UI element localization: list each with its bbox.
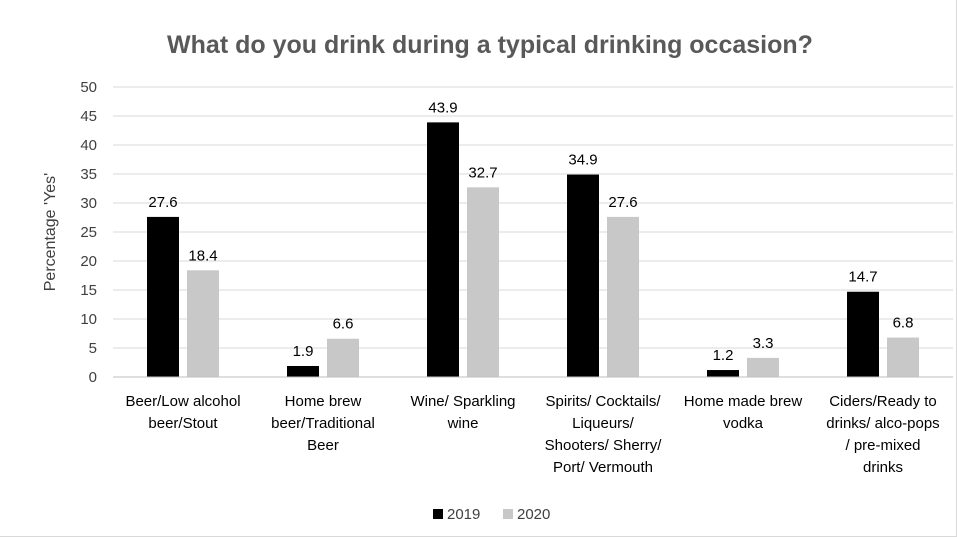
bar-2020 <box>747 357 779 377</box>
chart-title: What do you drink during a typical drink… <box>167 31 813 59</box>
legend-label: 2020 <box>517 506 550 523</box>
category-label: beer/Traditional <box>271 415 375 432</box>
data-labels: 27.6 1.9 43.9 34.9 1.2 14.7 18.4 6.6 32.7 27.6 3.3… <box>148 99 913 364</box>
category-label: Port/ Vermouth <box>553 459 653 476</box>
bar-2020 <box>607 216 639 377</box>
category-label: Ciders/Ready to <box>829 393 937 410</box>
y-tick-label: 15 <box>80 282 97 299</box>
legend-swatch-2019 <box>433 509 443 519</box>
data-label: 27.6 <box>148 194 177 211</box>
bar-2019 <box>287 365 319 377</box>
y-tick-label: 20 <box>80 253 97 270</box>
category-label: Wine/ Sparkling <box>410 393 515 410</box>
y-tick-label: 25 <box>80 224 97 241</box>
category-label: / pre-mixed <box>845 437 920 454</box>
bar-2019 <box>567 174 599 377</box>
y-tick-label: 45 <box>80 108 97 125</box>
data-label: 6.8 <box>893 315 914 332</box>
category-label: drinks/ alco-pops <box>826 415 939 432</box>
legend-swatch-2020 <box>503 509 513 519</box>
y-tick-label: 5 <box>89 340 97 357</box>
bar-2019 <box>707 370 739 377</box>
category-label: drinks <box>863 459 903 476</box>
bar-2020 <box>327 338 359 377</box>
data-label: 14.7 <box>848 269 877 286</box>
bar-2019 <box>427 122 459 377</box>
category-label: vodka <box>723 415 764 432</box>
data-label: 3.3 <box>753 335 774 352</box>
bars <box>147 122 919 377</box>
y-tick-label: 30 <box>80 195 97 212</box>
bar-2020 <box>467 187 499 377</box>
gridlines <box>113 86 953 349</box>
y-axis-title: Percentage 'Yes' <box>42 173 59 292</box>
category-label: Shooters/ Sherry/ <box>545 437 663 454</box>
category-label: Home brew <box>285 393 362 410</box>
data-label: 1.2 <box>713 347 734 364</box>
legend-label: 2019 <box>447 506 480 523</box>
y-tick-label: 0 <box>89 369 97 386</box>
category-labels: Beer/Low alcohol beer/Stout Home brew beer/… <box>125 393 939 476</box>
y-axis-ticks: 0 5 10 15 20 25 30 35 40 45 50 <box>80 79 97 386</box>
legend: 2019 2020 <box>433 506 550 523</box>
data-label: 32.7 <box>468 164 497 181</box>
data-label: 34.9 <box>568 152 597 169</box>
category-label: beer/Stout <box>148 415 218 432</box>
bar-2020 <box>187 270 219 377</box>
data-label: 27.6 <box>608 194 637 211</box>
y-tick-label: 35 <box>80 166 97 183</box>
y-tick-label: 50 <box>80 79 97 96</box>
category-label: Home made brew <box>684 393 803 410</box>
data-label: 6.6 <box>333 316 354 333</box>
bar-2020 <box>887 337 919 377</box>
category-label: Beer/Low alcohol <box>125 393 240 410</box>
bar-2019 <box>147 216 179 377</box>
y-tick-label: 40 <box>80 137 97 154</box>
category-label: Liqueurs/ <box>572 415 635 432</box>
bar-2019 <box>847 291 879 377</box>
y-tick-label: 10 <box>80 311 97 328</box>
data-label: 1.9 <box>293 343 314 360</box>
data-label: 18.4 <box>188 247 217 264</box>
data-label: 43.9 <box>428 99 457 116</box>
category-label: Spirits/ Cocktails/ <box>545 393 661 410</box>
category-label: wine <box>447 415 479 432</box>
category-label: Beer <box>307 437 339 454</box>
